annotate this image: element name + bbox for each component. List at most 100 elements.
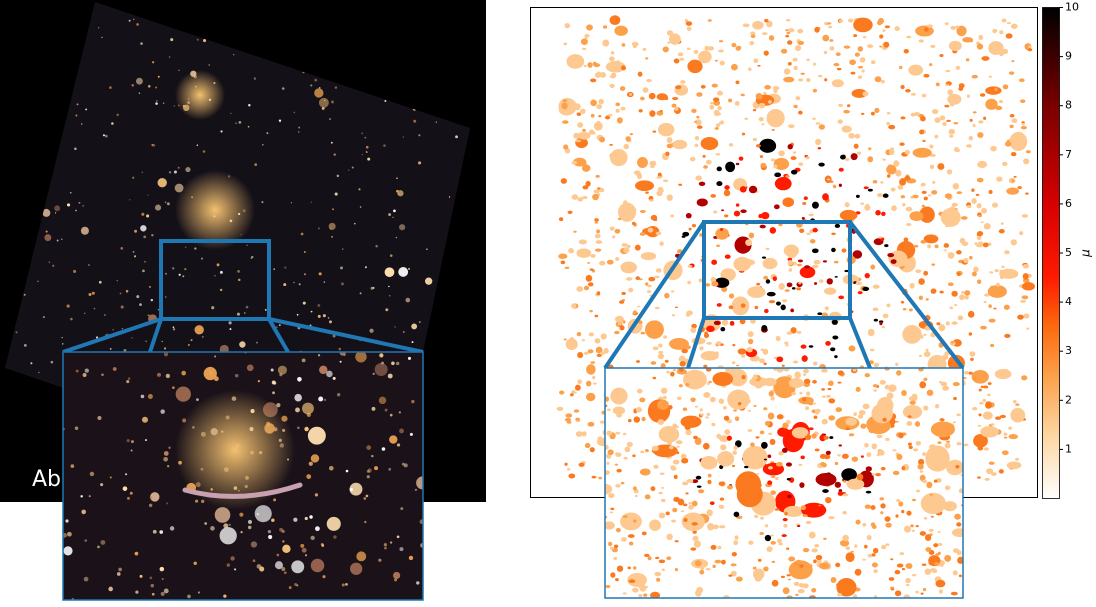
source bbox=[62, 343, 64, 345]
source bbox=[229, 328, 232, 331]
pixel bbox=[783, 523, 788, 528]
pixel bbox=[981, 56, 990, 61]
pixel bbox=[848, 433, 855, 437]
source bbox=[44, 234, 52, 242]
pixel bbox=[640, 450, 645, 454]
pixel bbox=[649, 199, 654, 202]
pixel bbox=[711, 83, 718, 88]
pixel bbox=[980, 207, 988, 214]
pixel bbox=[886, 121, 891, 126]
pixel bbox=[1003, 436, 1008, 439]
pixel bbox=[909, 400, 916, 405]
source bbox=[83, 576, 89, 582]
pixel bbox=[588, 332, 594, 337]
source bbox=[80, 123, 83, 125]
pixel bbox=[788, 124, 795, 129]
pixel bbox=[976, 43, 984, 50]
pixel bbox=[971, 74, 978, 79]
source bbox=[173, 105, 176, 107]
pixel bbox=[731, 296, 750, 316]
pixel bbox=[839, 539, 850, 547]
source bbox=[276, 326, 278, 328]
source bbox=[165, 373, 170, 379]
pixel bbox=[685, 492, 689, 495]
pixel bbox=[647, 284, 652, 288]
pixel bbox=[766, 291, 776, 297]
source bbox=[418, 321, 421, 323]
pixel bbox=[574, 384, 581, 391]
pixel bbox=[862, 558, 866, 561]
source bbox=[293, 281, 295, 284]
pixel bbox=[790, 327, 797, 334]
pixel bbox=[815, 122, 821, 125]
pixel bbox=[581, 339, 586, 342]
pixel bbox=[611, 235, 616, 239]
pixel bbox=[958, 574, 962, 578]
pixel bbox=[853, 34, 858, 38]
pixel bbox=[783, 244, 799, 257]
source bbox=[259, 566, 265, 572]
source bbox=[375, 244, 378, 248]
pixel bbox=[821, 418, 828, 425]
pixel bbox=[946, 169, 953, 175]
source bbox=[169, 526, 175, 531]
pixel bbox=[780, 48, 788, 54]
pixel bbox=[977, 424, 982, 427]
pixel bbox=[759, 430, 765, 435]
pixel bbox=[828, 415, 836, 421]
source bbox=[166, 202, 170, 206]
pixel bbox=[690, 397, 696, 403]
pixel bbox=[652, 376, 657, 380]
pixel bbox=[790, 308, 794, 313]
pixel bbox=[691, 323, 697, 329]
pixel bbox=[929, 153, 936, 158]
zoom-line bbox=[267, 318, 290, 353]
pixel bbox=[727, 389, 750, 410]
pixel bbox=[687, 264, 693, 268]
pixel bbox=[686, 479, 694, 483]
source bbox=[271, 380, 276, 385]
pixel bbox=[752, 568, 765, 580]
source bbox=[70, 317, 73, 321]
pixel bbox=[598, 98, 604, 105]
source bbox=[371, 454, 374, 458]
source bbox=[405, 297, 411, 303]
pixel bbox=[653, 464, 659, 469]
pixel bbox=[983, 300, 987, 304]
pixel bbox=[940, 208, 961, 227]
pixel bbox=[652, 130, 657, 133]
pixel bbox=[713, 100, 721, 106]
pixel bbox=[935, 553, 939, 557]
source bbox=[146, 214, 150, 218]
pixel bbox=[920, 239, 927, 244]
pixel bbox=[610, 72, 617, 78]
pixel bbox=[706, 341, 712, 345]
pixel bbox=[686, 47, 691, 51]
source bbox=[185, 246, 187, 248]
pixel bbox=[585, 380, 592, 387]
pixel bbox=[808, 345, 814, 348]
pixel bbox=[706, 412, 711, 416]
pixel bbox=[559, 390, 565, 395]
pixel bbox=[905, 577, 911, 584]
source bbox=[148, 503, 153, 508]
pixel bbox=[934, 561, 940, 566]
pixel bbox=[936, 322, 941, 326]
source bbox=[141, 212, 145, 216]
pixel bbox=[711, 281, 719, 287]
pixel bbox=[717, 105, 722, 111]
source bbox=[228, 523, 231, 526]
pixel bbox=[668, 405, 673, 410]
pixel bbox=[825, 450, 831, 455]
pixel bbox=[958, 83, 965, 89]
pixel bbox=[803, 378, 811, 385]
pixel bbox=[799, 228, 805, 233]
pixel bbox=[996, 282, 1000, 287]
pixel bbox=[844, 269, 849, 273]
pixel bbox=[829, 436, 834, 439]
pixel bbox=[707, 19, 712, 22]
pixel bbox=[671, 103, 677, 108]
pixel bbox=[869, 348, 875, 352]
tick-label: 7 bbox=[1065, 148, 1072, 161]
source bbox=[69, 191, 72, 194]
